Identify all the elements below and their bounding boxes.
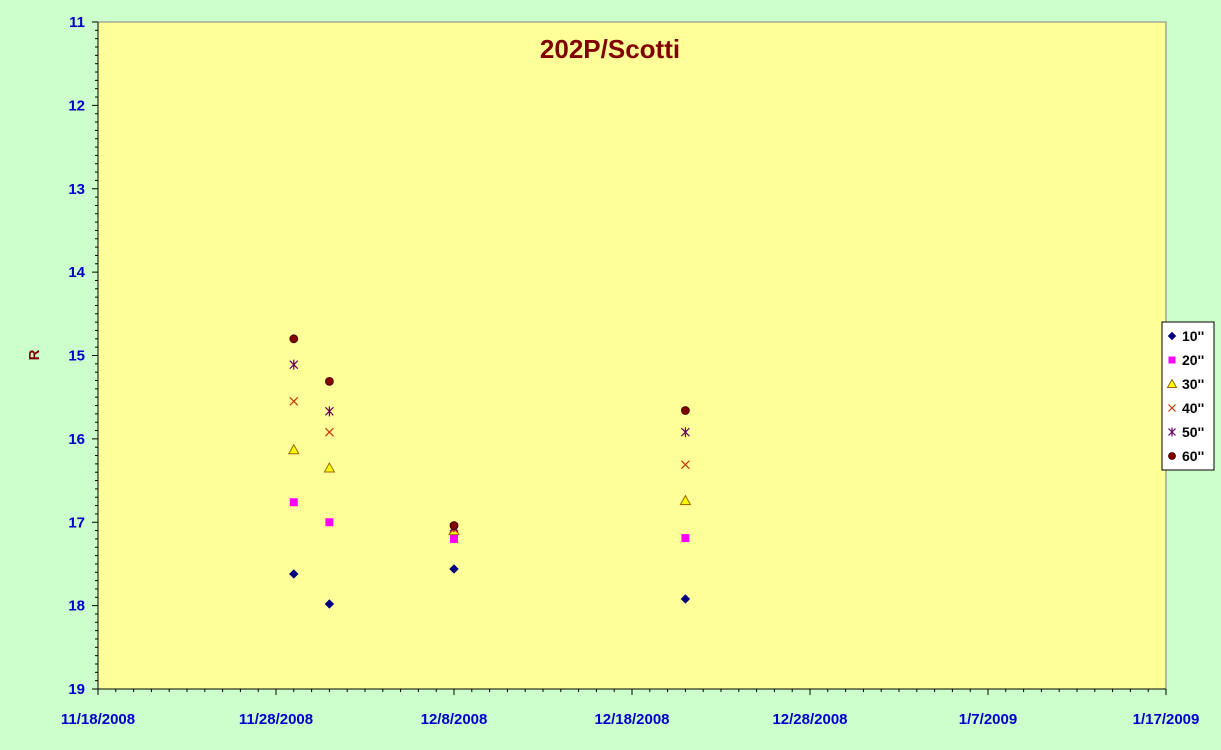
data-point (324, 406, 334, 417)
legend: 10'' 20'' 30'' 40'' 50'' 60'' (1161, 321, 1215, 471)
y-tick-label: 17 (68, 514, 85, 531)
data-point (289, 359, 299, 370)
data-point (680, 427, 690, 438)
data-point (680, 594, 691, 604)
y-tick-label: 14 (68, 264, 85, 281)
x-tick-label: 12/18/2008 (594, 711, 669, 728)
legend-marker (1168, 356, 1176, 364)
legend-label: 40'' (1182, 400, 1204, 416)
legend-label: 30'' (1182, 376, 1204, 392)
x-tick-label: 1/17/2009 (1133, 711, 1200, 728)
y-tick-label: 12 (68, 97, 85, 114)
series-1 (289, 564, 691, 609)
data-point (289, 498, 298, 507)
series-2 (289, 498, 690, 543)
data-point (681, 406, 690, 415)
legend-item: 10'' (1167, 328, 1204, 344)
legend-label: 10'' (1182, 328, 1204, 344)
data-point (681, 534, 690, 543)
legend-label: 50'' (1182, 424, 1204, 440)
legend-marker (1167, 331, 1177, 341)
y-axis-ticks (92, 21, 98, 690)
data-point (324, 427, 334, 437)
legend-item: 30'' (1166, 376, 1204, 392)
y-tick-label: 16 (68, 431, 85, 448)
x-axis-ticks (97, 689, 1167, 695)
series-6 (289, 334, 690, 530)
data-point (287, 443, 300, 455)
data-point (289, 396, 299, 406)
data-point (450, 534, 458, 543)
x-tick-label: 11/28/2008 (239, 711, 313, 728)
x-tick-label: 11/18/2008 (61, 711, 135, 728)
legend-marker (1168, 427, 1176, 437)
legend-item: 40'' (1168, 400, 1204, 416)
data-point (324, 376, 334, 386)
legend-item: 50'' (1168, 424, 1204, 440)
data-point (679, 494, 692, 506)
y-tick-label: 11 (69, 14, 85, 31)
y-axis-title: R (26, 349, 43, 360)
data-point (289, 334, 299, 344)
y-tick-label: 18 (68, 598, 85, 615)
x-tick-label: 12/28/2008 (772, 711, 847, 728)
legend-marker (1168, 404, 1176, 412)
x-tick-label: 1/7/2009 (959, 711, 1017, 728)
data-point (680, 460, 690, 470)
data-point (289, 569, 299, 579)
legend-marker (1168, 452, 1176, 460)
y-tick-label: 15 (68, 348, 85, 365)
data-point (323, 462, 336, 473)
data-point (449, 521, 459, 530)
plot-area (97, 21, 1167, 690)
legend-label: 20'' (1182, 352, 1204, 368)
x-axis-tick-labels: 11/18/2008 11/28/2008 12/8/2008 12/18/2008 1… (61, 711, 1199, 728)
x-tick-label: 12/8/2008 (421, 711, 488, 728)
data-point (449, 564, 459, 574)
legend-marker (1166, 378, 1178, 388)
legend-item: 60'' (1168, 448, 1204, 464)
series-3 (287, 443, 692, 536)
y-tick-label: 19 (68, 681, 85, 698)
data-point (325, 518, 334, 527)
data-point (324, 599, 335, 609)
series-layer (287, 334, 692, 609)
legend-label: 60'' (1182, 448, 1204, 464)
y-axis-tick-labels: 11 12 13 14 15 16 17 18 19 (68, 14, 85, 698)
legend-item: 20'' (1168, 352, 1204, 368)
y-tick-label: 13 (68, 181, 85, 198)
chart-title: 202P/Scotti (540, 34, 680, 64)
legend-box (1161, 321, 1215, 471)
